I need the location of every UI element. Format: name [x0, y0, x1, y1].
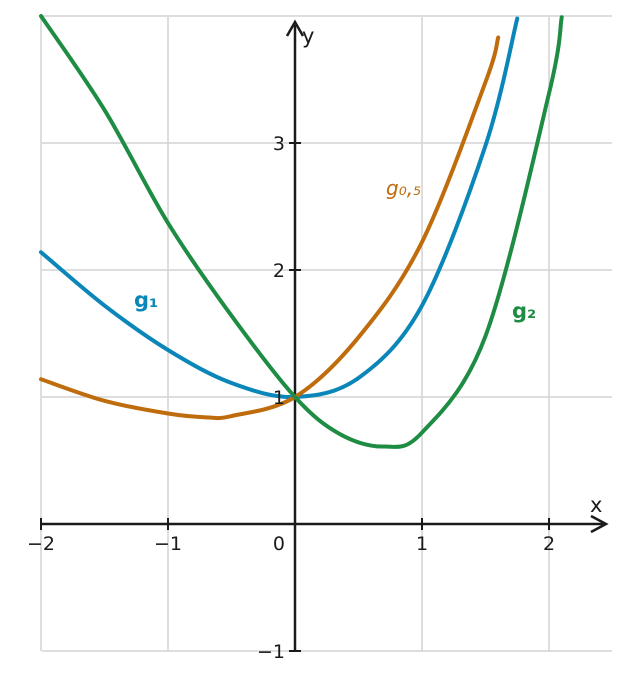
y-tick-label: 2	[273, 260, 285, 282]
x-tick-label: −1	[154, 533, 182, 555]
x-axis-arrow-icon	[590, 514, 609, 534]
series-label-g1: g₁	[134, 288, 158, 312]
axes	[42, 19, 609, 651]
x-tick-label: 1	[416, 533, 428, 555]
curves	[39, 14, 564, 449]
x-tick-label: 2	[543, 533, 555, 555]
series-label-g2: g₂	[512, 299, 536, 323]
labels: x y −2 −1 1 2 −1 1 2 3 0 g₁ g₂ g₀,₅	[27, 24, 602, 663]
y-tick-label: 1	[273, 387, 285, 409]
y-tick-label: −1	[257, 641, 285, 663]
grid	[40, 15, 612, 652]
x-axis-label: x	[590, 493, 602, 517]
curve-g1	[39, 16, 520, 400]
series-label-g0-5: g₀,₅	[386, 176, 421, 200]
y-axis-label: y	[302, 24, 314, 48]
curve-g2	[39, 14, 564, 449]
y-axis-arrow-icon	[285, 19, 305, 37]
origin-label: 0	[273, 533, 285, 555]
curve-g0-5	[39, 35, 501, 421]
y-tick-label: 3	[273, 133, 285, 155]
x-tick-label: −2	[27, 533, 55, 555]
